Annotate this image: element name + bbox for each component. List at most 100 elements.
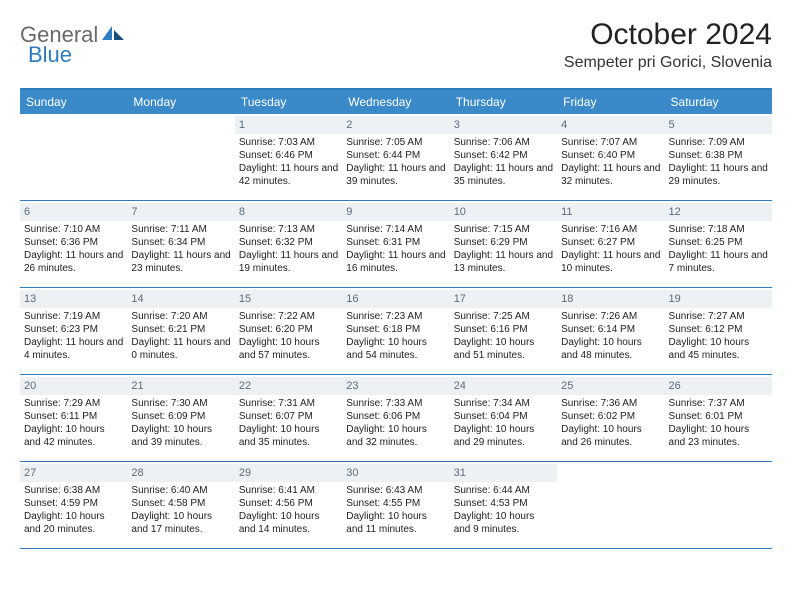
sunrise-text: Sunrise: 6:43 AM: [346, 484, 445, 497]
sunrise-text: Sunrise: 7:20 AM: [131, 310, 230, 323]
day-cell: 3Sunrise: 7:06 AMSunset: 6:42 PMDaylight…: [450, 114, 557, 200]
day-cell: 26Sunrise: 7:37 AMSunset: 6:01 PMDayligh…: [665, 375, 772, 461]
day-cell: 22Sunrise: 7:31 AMSunset: 6:07 PMDayligh…: [235, 375, 342, 461]
day-cell: 31Sunrise: 6:44 AMSunset: 4:53 PMDayligh…: [450, 462, 557, 548]
day-number: 5: [665, 116, 772, 134]
day-cell: 18Sunrise: 7:26 AMSunset: 6:14 PMDayligh…: [557, 288, 664, 374]
week-row: 6Sunrise: 7:10 AMSunset: 6:36 PMDaylight…: [20, 201, 772, 288]
day-number: 11: [557, 203, 664, 221]
daylight-text: Daylight: 10 hours and 26 minutes.: [561, 423, 660, 449]
daylight-text: Daylight: 11 hours and 0 minutes.: [131, 336, 230, 362]
sunset-text: Sunset: 6:36 PM: [24, 236, 123, 249]
daylight-text: Daylight: 10 hours and 29 minutes.: [454, 423, 553, 449]
day-cell: 12Sunrise: 7:18 AMSunset: 6:25 PMDayligh…: [665, 201, 772, 287]
sunset-text: Sunset: 6:34 PM: [131, 236, 230, 249]
daylight-text: Daylight: 10 hours and 35 minutes.: [239, 423, 338, 449]
location: Sempeter pri Gorici, Slovenia: [564, 54, 772, 72]
sunset-text: Sunset: 6:40 PM: [561, 149, 660, 162]
day-number: 9: [342, 203, 449, 221]
day-cell: 25Sunrise: 7:36 AMSunset: 6:02 PMDayligh…: [557, 375, 664, 461]
daylight-text: Daylight: 10 hours and 14 minutes.: [239, 510, 338, 536]
sunrise-text: Sunrise: 7:14 AM: [346, 223, 445, 236]
day-number: 1: [235, 116, 342, 134]
sunset-text: Sunset: 6:23 PM: [24, 323, 123, 336]
day-number: 21: [127, 377, 234, 395]
day-number: 6: [20, 203, 127, 221]
day-cell: 28 Sunrise: 6:40 AMSunset: 4:58 PMDayligh…: [127, 462, 234, 548]
sunset-text: Sunset: 6:38 PM: [669, 149, 768, 162]
logo-sub: Blue: [28, 42, 72, 68]
daylight-text: Daylight: 11 hours and 29 minutes.: [669, 162, 768, 188]
sunset-text: Sunset: 4:59 PM: [24, 497, 123, 510]
daylight-text: Daylight: 11 hours and 4 minutes.: [24, 336, 123, 362]
sunset-text: Sunset: 6:07 PM: [239, 410, 338, 423]
sunset-text: Sunset: 6:25 PM: [669, 236, 768, 249]
week-row: 20Sunrise: 7:29 AMSunset: 6:11 PMDayligh…: [20, 375, 772, 462]
sunset-text: Sunset: 6:12 PM: [669, 323, 768, 336]
sunrise-text: Sunrise: 7:15 AM: [454, 223, 553, 236]
daylight-text: Daylight: 11 hours and 13 minutes.: [454, 249, 553, 275]
day-number: 4: [557, 116, 664, 134]
day-number: 27: [20, 464, 127, 482]
daylight-text: Daylight: 11 hours and 42 minutes.: [239, 162, 338, 188]
day-cell: 30Sunrise: 6:43 AMSunset: 4:55 PMDayligh…: [342, 462, 449, 548]
sunrise-text: Sunrise: 7:26 AM: [561, 310, 660, 323]
daylight-text: Daylight: 11 hours and 7 minutes.: [669, 249, 768, 275]
day-number: 15: [235, 290, 342, 308]
daylight-text: Daylight: 10 hours and 54 minutes.: [346, 336, 445, 362]
day-number: 3: [450, 116, 557, 134]
daylight-text: Daylight: 10 hours and 32 minutes.: [346, 423, 445, 449]
day-cell: 19Sunrise: 7:27 AMSunset: 6:12 PMDayligh…: [665, 288, 772, 374]
sunrise-text: Sunrise: 7:09 AM: [669, 136, 768, 149]
sunset-text: Sunset: 6:46 PM: [239, 149, 338, 162]
sunset-text: Sunset: 6:06 PM: [346, 410, 445, 423]
day-number: 19: [665, 290, 772, 308]
sunrise-text: Sunrise: 7:13 AM: [239, 223, 338, 236]
dayhead-wednesday: Wednesday: [342, 90, 449, 114]
sunset-text: Sunset: 4:56 PM: [239, 497, 338, 510]
day-cell: 17Sunrise: 7:25 AMSunset: 6:16 PMDayligh…: [450, 288, 557, 374]
daylight-text: Daylight: 10 hours and 23 minutes.: [669, 423, 768, 449]
day-number: 26: [665, 377, 772, 395]
day-cell: 11Sunrise: 7:16 AMSunset: 6:27 PMDayligh…: [557, 201, 664, 287]
sunset-text: Sunset: 6:20 PM: [239, 323, 338, 336]
sunset-text: Sunset: 6:21 PM: [131, 323, 230, 336]
daylight-text: Daylight: 11 hours and 26 minutes.: [24, 249, 123, 275]
sunrise-text: Sunrise: 7:07 AM: [561, 136, 660, 149]
day-number: 25: [557, 377, 664, 395]
day-cell: 20Sunrise: 7:29 AMSunset: 6:11 PMDayligh…: [20, 375, 127, 461]
daylight-text: Daylight: 11 hours and 32 minutes.: [561, 162, 660, 188]
day-number: 12: [665, 203, 772, 221]
logo-sail-icon: [102, 24, 126, 47]
day-number: 18: [557, 290, 664, 308]
title-block: October 2024 Sempeter pri Gorici, Sloven…: [564, 18, 772, 72]
day-number: 8: [235, 203, 342, 221]
day-number: 2: [342, 116, 449, 134]
daylight-text: Daylight: 11 hours and 19 minutes.: [239, 249, 338, 275]
day-number: 10: [450, 203, 557, 221]
sunrise-text: Sunrise: 7:33 AM: [346, 397, 445, 410]
sunrise-text: Sunrise: 7:34 AM: [454, 397, 553, 410]
sunset-text: Sunset: 4:53 PM: [454, 497, 553, 510]
empty-cell: [20, 114, 127, 200]
calendar: Sunday Monday Tuesday Wednesday Thursday…: [20, 88, 772, 549]
sunset-text: Sunset: 4:58 PM: [131, 497, 230, 510]
day-number: 22: [235, 377, 342, 395]
sunset-text: Sunset: 6:01 PM: [669, 410, 768, 423]
week-row: 13Sunrise: 7:19 AMSunset: 6:23 PMDayligh…: [20, 288, 772, 375]
day-number: 28: [127, 464, 234, 482]
day-cell: 14Sunrise: 7:20 AMSunset: 6:21 PMDayligh…: [127, 288, 234, 374]
sunrise-text: Sunrise: 7:06 AM: [454, 136, 553, 149]
sunrise-text: Sunrise: 7:27 AM: [669, 310, 768, 323]
sunrise-text: Sunrise: 6:40 AM: [131, 484, 230, 497]
daylight-text: Daylight: 10 hours and 17 minutes.: [131, 510, 230, 536]
sunset-text: Sunset: 6:04 PM: [454, 410, 553, 423]
daylight-text: Daylight: 11 hours and 39 minutes.: [346, 162, 445, 188]
sunset-text: Sunset: 4:55 PM: [346, 497, 445, 510]
day-cell: 13Sunrise: 7:19 AMSunset: 6:23 PMDayligh…: [20, 288, 127, 374]
daylight-text: Daylight: 10 hours and 51 minutes.: [454, 336, 553, 362]
day-cell: 15Sunrise: 7:22 AMSunset: 6:20 PMDayligh…: [235, 288, 342, 374]
daylight-text: Daylight: 10 hours and 39 minutes.: [131, 423, 230, 449]
daylight-text: Daylight: 11 hours and 23 minutes.: [131, 249, 230, 275]
sunrise-text: Sunrise: 7:29 AM: [24, 397, 123, 410]
